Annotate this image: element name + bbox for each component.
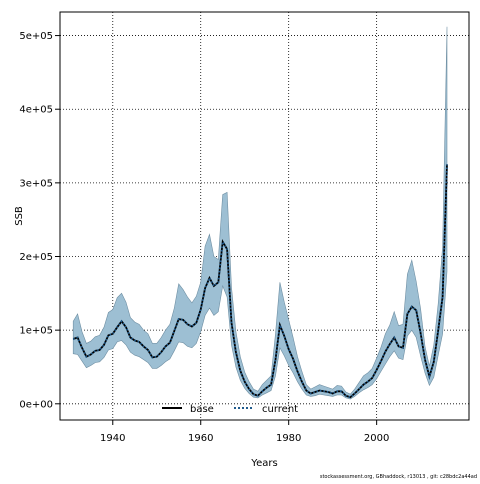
confidence-band-layer <box>72 26 448 400</box>
grid-lines <box>60 12 469 420</box>
legend-current-label: current <box>262 404 298 415</box>
x-axis-ticks: 1940 1960 1980 2000 <box>100 420 389 444</box>
x-tick-label: 1960 <box>188 433 213 444</box>
x-axis-title: Years <box>250 458 277 469</box>
y-tick-label: 1e+05 <box>19 326 53 337</box>
footer-credit: stockassessment.org, GBhaddock, r13013 ,… <box>320 474 477 480</box>
y-tick-label: 3e+05 <box>19 178 53 189</box>
confidence-band <box>72 26 448 400</box>
y-tick-label: 0e+00 <box>19 399 53 410</box>
x-tick-label: 1940 <box>100 433 125 444</box>
x-tick-label: 1980 <box>276 433 301 444</box>
series-line-base <box>72 164 448 399</box>
plot-frame <box>59 11 470 421</box>
y-tick-label: 2e+05 <box>19 252 53 263</box>
series-line-current <box>72 164 448 399</box>
series-layer <box>72 164 448 399</box>
legend: base current <box>162 404 298 415</box>
legend-base-label: base <box>190 404 214 415</box>
y-tick-label: 4e+05 <box>19 105 53 116</box>
y-tick-label: 5e+05 <box>19 31 53 42</box>
y-axis-ticks: 0e+00 1e+05 2e+05 3e+05 4e+05 5e+05 <box>19 31 60 410</box>
x-tick-label: 2000 <box>364 433 389 444</box>
y-axis-title: SSB <box>14 206 25 226</box>
